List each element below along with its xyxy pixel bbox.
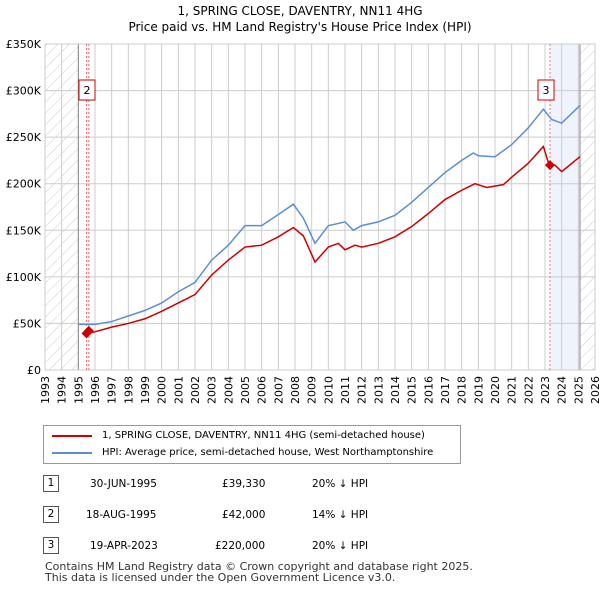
y-tick-label: £250K [6,131,42,144]
x-tick-label: 2021 [506,376,519,404]
legend-swatch [52,451,92,454]
sale-point [545,160,555,171]
sale-annotation-label: 3 [543,84,550,97]
y-tick-label: £150K [6,224,42,237]
x-tick-label: 2005 [239,376,252,404]
ownership-band [86,44,89,370]
sale-date: 30-JUN-1995 [90,478,157,490]
x-tick-label: 2001 [172,376,185,404]
y-tick-label: £200K [6,178,42,191]
x-tick-label: 2026 [589,376,600,404]
x-tick-label: 2013 [372,376,385,404]
x-tick-label: 2007 [272,376,285,404]
sale-hpi-diff: 20% ↓ HPI [312,478,369,490]
x-tick-label: 2023 [539,376,552,404]
x-tick-label: 1998 [122,376,135,404]
table-row: 2 18-AUG-1995 £42,000 14% ↓ HPI [0,506,600,524]
x-tick-label: 2020 [489,376,502,404]
series-line [78,104,581,326]
sale-price: £39,330 [222,478,266,490]
y-tick-label: £100K [6,271,42,284]
y-tick-label: £50K [13,317,42,330]
x-tick-label: 2025 [572,376,585,404]
plot-area: 1993 1994 1995 1996 1997 1998 1999 2000 2001 2002… [6,38,600,404]
x-tick-label: 1994 [56,376,69,404]
x-tick-label: 2008 [289,376,302,404]
x-tick-label: 1999 [139,376,152,404]
sale-annotation-label: 2 [84,84,91,97]
x-tick-label: 2014 [389,376,402,404]
ownership-band [550,44,580,370]
sale-hpi-diff: 14% ↓ HPI [312,509,369,521]
legend-label: 1, SPRING CLOSE, DAVENTRY, NN11 4HG (sem… [102,430,425,441]
x-tick-label: 2002 [189,376,202,404]
sale-price: £42,000 [222,509,266,521]
sale-number: 1 [43,475,59,492]
x-tick-label: 2000 [156,376,169,404]
y-tick-label: £0 [27,364,41,377]
series-line [86,144,581,335]
y-tick-label: £300K [6,85,42,98]
x-tick-label: 1996 [89,376,102,404]
sale-number: 3 [43,537,59,554]
sale-date: 19-APR-2023 [90,540,158,552]
x-tick-label: 2018 [456,376,469,404]
sale-number: 2 [43,506,59,523]
chart-subtitle: Price paid vs. HM Land Registry's House … [128,20,472,34]
sale-annotation-box [78,79,96,101]
x-tick-label: 2015 [406,376,419,404]
footer-line: This data is licensed under the Open Gov… [45,571,396,584]
x-tick-label: 1995 [72,376,85,404]
table-row: 3 19-APR-2023 £220,000 20% ↓ HPI [0,537,600,555]
x-tick-label: 2009 [306,376,319,404]
x-tick-label: 2012 [356,376,369,404]
sale-price: £220,000 [215,540,266,552]
x-tick-label: 1993 [39,376,52,404]
y-tick-label: £350K [6,38,42,51]
legend-item-hpi: HPI: Average price, semi-detached house,… [52,447,433,458]
x-tick-label: 2016 [422,376,435,404]
sale-annotation-box [537,79,555,101]
x-tick-label: 2006 [256,376,269,404]
x-tick-label: 2010 [322,376,335,404]
x-tick-label: 2003 [206,376,219,404]
legend-swatch [52,434,92,437]
chart-title: 1, SPRING CLOSE, DAVENTRY, NN11 4HG [177,4,423,18]
plot-border [44,43,596,371]
sale-point [83,325,94,336]
x-tick-label: 1997 [106,376,119,404]
no-data-hatch [580,44,595,370]
sale-hpi-diff: 20% ↓ HPI [312,540,369,552]
x-tick-label: 2011 [339,376,352,404]
x-tick-label: 2017 [439,376,452,404]
sale-date: 18-AUG-1995 [86,509,157,521]
legend: 1, SPRING CLOSE, DAVENTRY, NN11 4HG (sem… [43,425,461,464]
legend-label: HPI: Average price, semi-detached house,… [102,447,434,458]
legend-item-property: 1, SPRING CLOSE, DAVENTRY, NN11 4HG (sem… [52,430,425,441]
footer-line: Contains HM Land Registry data © Crown c… [45,560,473,573]
table-row: 1 30-JUN-1995 £39,330 20% ↓ HPI [0,475,600,493]
x-tick-label: 2004 [222,376,235,404]
x-tick-label: 2024 [556,376,569,404]
x-tick-label: 2022 [522,376,535,404]
x-tick-label: 2019 [472,376,485,404]
